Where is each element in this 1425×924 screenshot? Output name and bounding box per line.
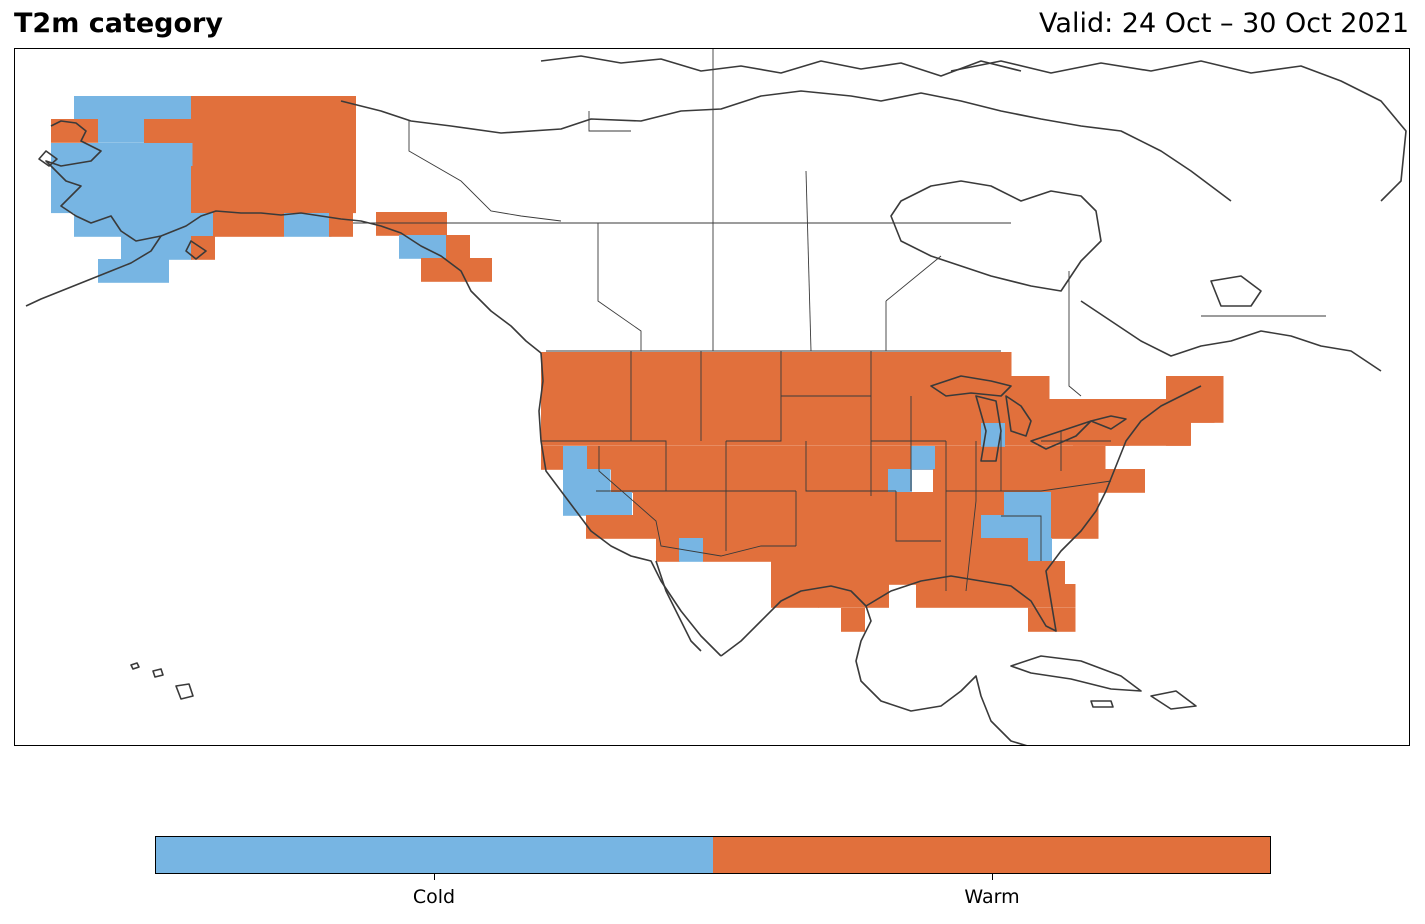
cold-cell bbox=[608, 492, 632, 516]
warm-cell bbox=[1051, 515, 1099, 539]
warm-cell bbox=[1028, 608, 1076, 632]
warm-cell bbox=[541, 422, 1129, 446]
warm-cell bbox=[1041, 561, 1065, 585]
cold-cell bbox=[1028, 538, 1052, 562]
cold-cell bbox=[98, 259, 169, 283]
cold-cell bbox=[121, 236, 192, 260]
warm-cell bbox=[916, 584, 1034, 608]
warm-cell bbox=[213, 213, 284, 237]
warm-cell bbox=[1051, 492, 1099, 516]
warm-cell bbox=[541, 352, 1012, 400]
warm-cell bbox=[191, 96, 356, 120]
legend-swatch-cold bbox=[156, 837, 713, 873]
warm-cell bbox=[771, 561, 1054, 585]
cold-cell bbox=[563, 469, 611, 493]
legend-label-cold: Cold bbox=[412, 886, 456, 908]
map-frame bbox=[14, 48, 1410, 746]
warm-cell bbox=[329, 213, 353, 237]
warm-cell bbox=[1028, 584, 1076, 608]
warm-cell bbox=[1166, 376, 1190, 400]
cold-cell bbox=[98, 119, 146, 143]
category-cells bbox=[51, 96, 1224, 632]
political-borders bbox=[353, 49, 1326, 592]
warm-cell bbox=[1166, 422, 1190, 446]
cold-cell bbox=[679, 538, 703, 562]
warm-cell bbox=[818, 584, 889, 608]
warm-cell bbox=[51, 119, 99, 143]
cold-cell bbox=[563, 446, 587, 470]
cold-cell bbox=[1004, 492, 1052, 516]
cold-cell bbox=[888, 469, 912, 493]
warm-cell bbox=[541, 399, 1082, 423]
warm-cell bbox=[611, 469, 894, 493]
warm-cell bbox=[191, 236, 215, 260]
warm-cell bbox=[841, 608, 865, 632]
cold-cell bbox=[911, 446, 935, 470]
warm-cell bbox=[191, 166, 356, 214]
warm-cell bbox=[656, 538, 680, 562]
warm-cell bbox=[446, 235, 470, 259]
north-america-map bbox=[25, 49, 1407, 745]
legend-label-warm: Warm bbox=[964, 886, 1020, 908]
coastlines bbox=[25, 55, 1407, 745]
legend-colorbar bbox=[155, 836, 1271, 874]
warm-cell bbox=[376, 212, 447, 236]
warm-cell bbox=[1176, 399, 1224, 423]
valid-date-label: Valid: 24 Oct – 30 Oct 2021 bbox=[1039, 8, 1409, 39]
legend-tick bbox=[992, 874, 993, 880]
warm-cell bbox=[703, 538, 1033, 562]
warm-cell bbox=[633, 492, 1010, 516]
cold-cell bbox=[284, 213, 332, 237]
warm-cell bbox=[963, 352, 1011, 376]
legend-tick bbox=[434, 874, 435, 880]
warm-cell bbox=[421, 258, 492, 282]
cold-cell bbox=[74, 213, 216, 237]
warm-cell bbox=[541, 446, 1106, 470]
warm-cell bbox=[933, 469, 1145, 493]
warm-cell bbox=[1002, 376, 1050, 400]
cold-cell bbox=[981, 515, 1052, 539]
legend-swatch-warm bbox=[713, 837, 1270, 873]
cold-cell bbox=[74, 96, 192, 120]
cold-cell bbox=[51, 166, 193, 214]
map-title: T2m category bbox=[14, 8, 223, 39]
warm-cell bbox=[586, 515, 986, 539]
warm-cell bbox=[1188, 376, 1212, 400]
